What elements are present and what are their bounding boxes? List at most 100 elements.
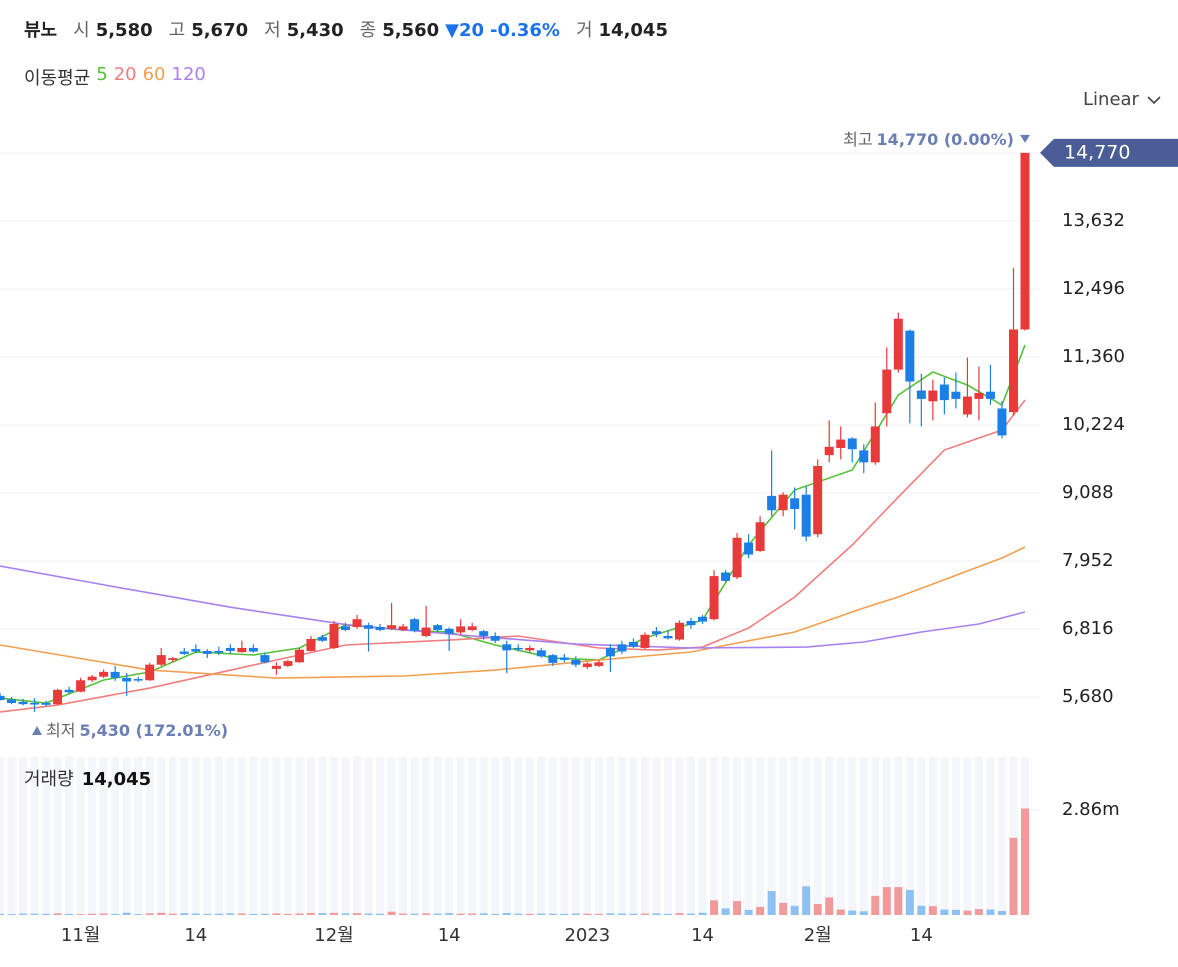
candle-body [939, 384, 949, 401]
volume-bar [698, 912, 707, 915]
volume-stripe [848, 757, 857, 915]
volume-bar [479, 913, 488, 915]
ma-legend-item[interactable]: 120 [171, 64, 206, 85]
volume-stripe [168, 757, 177, 915]
candle-body [410, 619, 420, 631]
candle-body [352, 619, 362, 627]
volume-stripe [710, 757, 719, 915]
candle-body [248, 647, 258, 652]
volume-bar [237, 913, 246, 915]
volume-stripe [203, 757, 212, 915]
ma-legend-item[interactable]: 5 [96, 64, 108, 85]
volume-bar [571, 913, 580, 915]
candle-body [398, 626, 408, 630]
volume-stripe [283, 757, 292, 915]
volume-bar [30, 913, 39, 915]
candle-body [698, 616, 708, 622]
volume-bar [1021, 808, 1029, 915]
volume-stripe [157, 757, 166, 915]
x-tick-label: 2023 [564, 925, 610, 946]
volume-bar [88, 913, 97, 915]
volume-bar [19, 913, 28, 915]
volume-bar [134, 914, 143, 915]
volume-bar [491, 913, 500, 915]
volume-bar [456, 913, 465, 915]
volume-stripe [629, 757, 638, 915]
candle-body [582, 663, 592, 668]
candle-body [628, 641, 638, 647]
volume-stripe [180, 757, 189, 915]
chevron [1147, 95, 1161, 104]
volume-stripe [306, 757, 315, 915]
volume-bar [214, 913, 223, 915]
candle-body [260, 655, 270, 663]
candle-body [985, 391, 995, 399]
volume-stripe [260, 757, 269, 915]
candle-body [709, 576, 719, 620]
low-label: 저 [264, 20, 281, 41]
scale-label: Linear [1083, 89, 1139, 110]
volume-bar [848, 910, 857, 915]
x-tick-label: 2월 [804, 925, 832, 946]
volume-stripe [76, 757, 85, 915]
volume-stripe [7, 757, 16, 915]
volume-stripe [422, 757, 431, 915]
volume-stripe [560, 757, 569, 915]
ma-legend-item[interactable]: 60 [142, 64, 166, 85]
volume-stripe [19, 757, 28, 915]
volume-stripe [733, 757, 742, 915]
volume-stripe [905, 757, 914, 915]
volume-stripe [790, 757, 799, 915]
volume-stripe [859, 757, 868, 915]
volume-bar [859, 911, 868, 915]
volume-bar [779, 902, 788, 915]
volume-bar [986, 909, 995, 915]
volume-bar [306, 912, 315, 915]
volume-bar [836, 909, 845, 915]
volume-value: 14,045 [598, 20, 668, 41]
volume-bar [894, 887, 903, 915]
volume-bar [663, 913, 672, 915]
volume-bar [318, 913, 327, 915]
volume-stripe [191, 757, 200, 915]
min-marker [32, 726, 42, 735]
volume-bar [468, 913, 477, 915]
volume-bar [583, 913, 592, 915]
low-value: 5,430 [286, 20, 344, 41]
candle-body [594, 662, 604, 666]
candle-body [41, 703, 51, 705]
candle-body [962, 396, 972, 415]
candle-body [801, 494, 811, 537]
volume-stripe [399, 757, 408, 915]
volume-stripe [640, 757, 649, 915]
volume-bar [329, 912, 338, 915]
volume-bar [111, 913, 120, 915]
volume-stripe [594, 757, 603, 915]
volume-stripe [42, 757, 51, 915]
volume-title: 거래량 14,045 [24, 769, 151, 790]
volume-stripe [986, 757, 995, 915]
candle-body [663, 635, 673, 639]
volume-bar [295, 913, 304, 915]
volume-stripe [122, 757, 131, 915]
volume-bar [710, 900, 719, 915]
volume-stripe [537, 757, 546, 915]
candle-body [479, 631, 489, 636]
volume-bar [249, 913, 258, 915]
candle-body [951, 391, 961, 399]
candle-body [1008, 329, 1018, 413]
min-label-value: 5,430 (172.01%) [79, 721, 228, 740]
scale-selector[interactable]: Linear [1083, 89, 1161, 110]
volume-bar [951, 909, 960, 915]
max-label: 최고 14,770 (0.00%) [843, 129, 1014, 148]
volume-stripe [295, 757, 304, 915]
max-label-title: 최고 [843, 129, 872, 148]
candle-body [110, 671, 120, 678]
candle-body [444, 628, 454, 634]
volume-stripe [237, 757, 246, 915]
volume-bar [260, 913, 269, 915]
volume-stripe [744, 757, 753, 915]
candle-body [847, 438, 857, 450]
ma-legend-item[interactable]: 20 [113, 64, 137, 85]
